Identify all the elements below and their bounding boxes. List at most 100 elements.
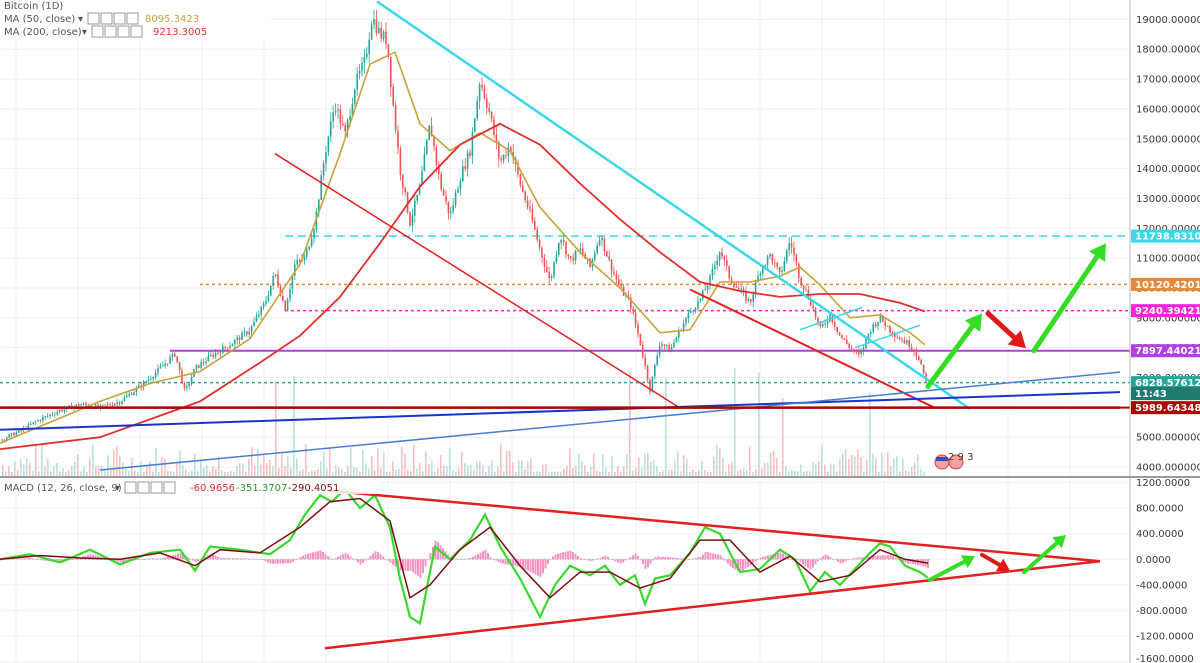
volume-bar (908, 471, 910, 476)
histogram-bar (774, 553, 777, 560)
histogram-bar (837, 559, 839, 562)
histogram-bar (307, 553, 309, 560)
visibility-icon[interactable] (87, 12, 100, 25)
candle-body (392, 86, 394, 105)
candle-body (466, 152, 469, 169)
candle-body (598, 239, 601, 246)
volume-bar (797, 471, 799, 476)
histogram-bar (672, 557, 674, 560)
candle-body (910, 346, 913, 350)
candle-body (462, 166, 464, 182)
volume-bar (62, 468, 64, 476)
candle-body (690, 311, 692, 313)
ma200-buttons[interactable] (91, 25, 143, 38)
histogram-bar (304, 554, 307, 560)
volume-bar (404, 453, 406, 476)
candle-body (526, 200, 529, 208)
volume-bar (104, 469, 106, 476)
volume-bar (773, 451, 775, 476)
volume-bar (566, 465, 568, 476)
volume-bar (890, 465, 892, 476)
candle-body (414, 200, 416, 216)
histogram-bar (542, 559, 544, 574)
candle-body (550, 276, 553, 278)
candle-body (344, 125, 346, 132)
histogram-bar (379, 554, 382, 560)
histogram-bar (479, 552, 482, 560)
add-icon[interactable] (113, 12, 126, 25)
macd-axis-tick: -800.0000 (1136, 606, 1187, 617)
close-icon[interactable] (130, 25, 143, 38)
histogram-bar (347, 554, 349, 560)
candle-body (440, 174, 442, 190)
macd-dropdown-icon[interactable]: ▾ (115, 483, 120, 494)
histogram-bar (117, 559, 119, 562)
candle-body (334, 110, 337, 113)
volume-bar (344, 471, 346, 476)
visibility-icon[interactable] (91, 25, 104, 38)
histogram-bar (852, 558, 854, 560)
candle-body (766, 256, 769, 266)
event-flag-icon[interactable] (934, 454, 964, 470)
volume-bar (53, 466, 55, 476)
candle-body (841, 335, 843, 339)
candle-body (498, 141, 500, 159)
histogram-bar (89, 554, 92, 560)
histogram-bar (579, 557, 582, 560)
candle-body (898, 337, 901, 340)
candle-body (166, 363, 169, 365)
ma50-dropdown-icon[interactable]: ▾ (78, 14, 83, 25)
ma200-dropdown-icon[interactable]: ▾ (82, 27, 87, 38)
close-icon[interactable] (163, 481, 176, 494)
volume-bar (785, 466, 787, 476)
candle-body (730, 278, 733, 284)
candle-body (68, 405, 70, 407)
price-pane[interactable] (0, 0, 1130, 476)
volume-bar (305, 444, 307, 476)
settings-icon[interactable] (137, 481, 150, 494)
price-tag (1131, 304, 1200, 318)
candle-body (354, 89, 356, 104)
settings-icon[interactable] (104, 25, 117, 38)
candle-body (169, 357, 171, 364)
histogram-bar (309, 553, 312, 560)
volume-bar (251, 447, 253, 476)
volume-bar (863, 471, 865, 476)
macd-label: MACD (12, 26, close, 9) (4, 483, 122, 494)
volume-bar (794, 471, 796, 476)
forecast-arrow-head (1007, 330, 1026, 349)
add-icon[interactable] (117, 25, 130, 38)
price-axis[interactable] (1130, 0, 1200, 663)
candle-body (51, 414, 54, 416)
volume-bar (350, 447, 352, 476)
candle-body (877, 321, 879, 327)
settings-icon[interactable] (100, 12, 113, 25)
volume-bar (563, 469, 565, 476)
histogram-bar (524, 559, 527, 570)
volume-bar (917, 454, 919, 476)
volume-bar (878, 471, 880, 476)
volume-bar (734, 368, 736, 476)
histogram-bar (622, 559, 624, 563)
histogram-bar (359, 559, 362, 565)
close-icon[interactable] (126, 12, 139, 25)
candle-body (661, 344, 663, 346)
volume-bar (629, 372, 631, 476)
macd-buttons[interactable] (124, 481, 176, 494)
candle-body (874, 324, 877, 327)
ma50-buttons[interactable] (87, 12, 139, 25)
candle-body (781, 270, 783, 272)
volume-bar (653, 460, 655, 476)
histogram-bar (437, 542, 439, 560)
volume-bar (236, 466, 238, 476)
add-icon[interactable] (150, 481, 163, 494)
volume-bar (173, 471, 175, 476)
visibility-icon[interactable] (124, 481, 137, 494)
volume-bar (29, 462, 31, 476)
price-tag (1131, 344, 1200, 358)
volume-bar (800, 464, 802, 476)
candle-body (704, 289, 706, 291)
histogram-bar (9, 558, 12, 560)
candle-body (361, 62, 363, 71)
